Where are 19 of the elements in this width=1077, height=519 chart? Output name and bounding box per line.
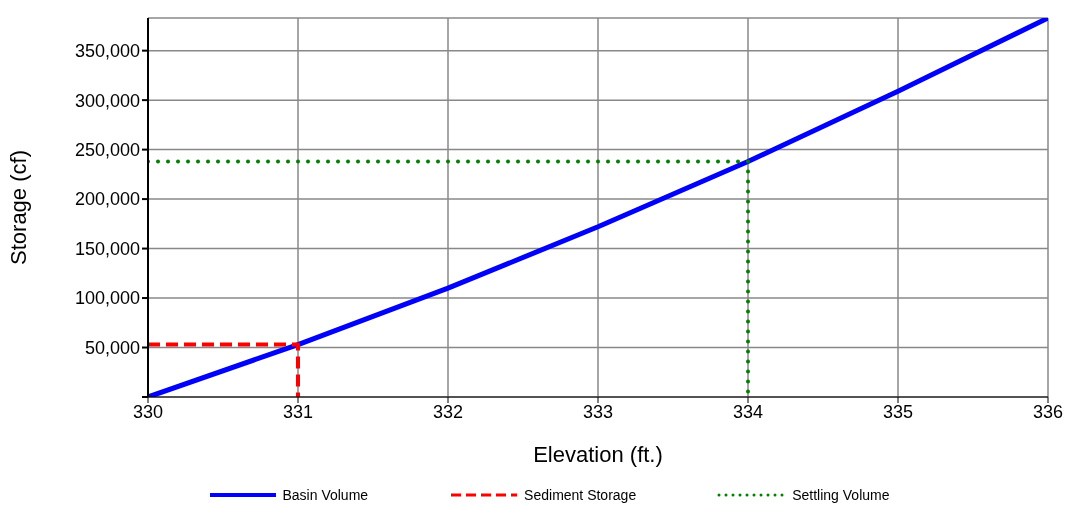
x-axis-title: Elevation (ft.) [533,442,663,467]
y-tick-label: 250,000 [74,140,140,160]
y-tick-label: 50,000 [84,337,140,358]
x-tick-label: 333 [582,401,614,422]
x-tick-label: 336 [1032,401,1064,422]
legend-label: Settling Volume [792,487,890,503]
y-tick-label: 350,000 [74,41,140,62]
y-tick-label: 300,000 [74,90,140,111]
x-tick-label: 331 [282,401,314,422]
legend-label: Sediment Storage [524,487,637,503]
y-tick-label: 200,000 [74,189,140,210]
y-axis-title: Storage (cf) [5,150,31,265]
x-tick-label: 332 [432,401,464,422]
legend-label: Basin Volume [282,487,369,503]
y-tick-label: 150,000 [74,238,140,259]
x-tick-label: 334 [732,401,764,422]
y-tick-label: 100,000 [74,288,140,309]
x-tick-label: 335 [882,401,914,422]
x-tick-label: 330 [132,401,164,422]
